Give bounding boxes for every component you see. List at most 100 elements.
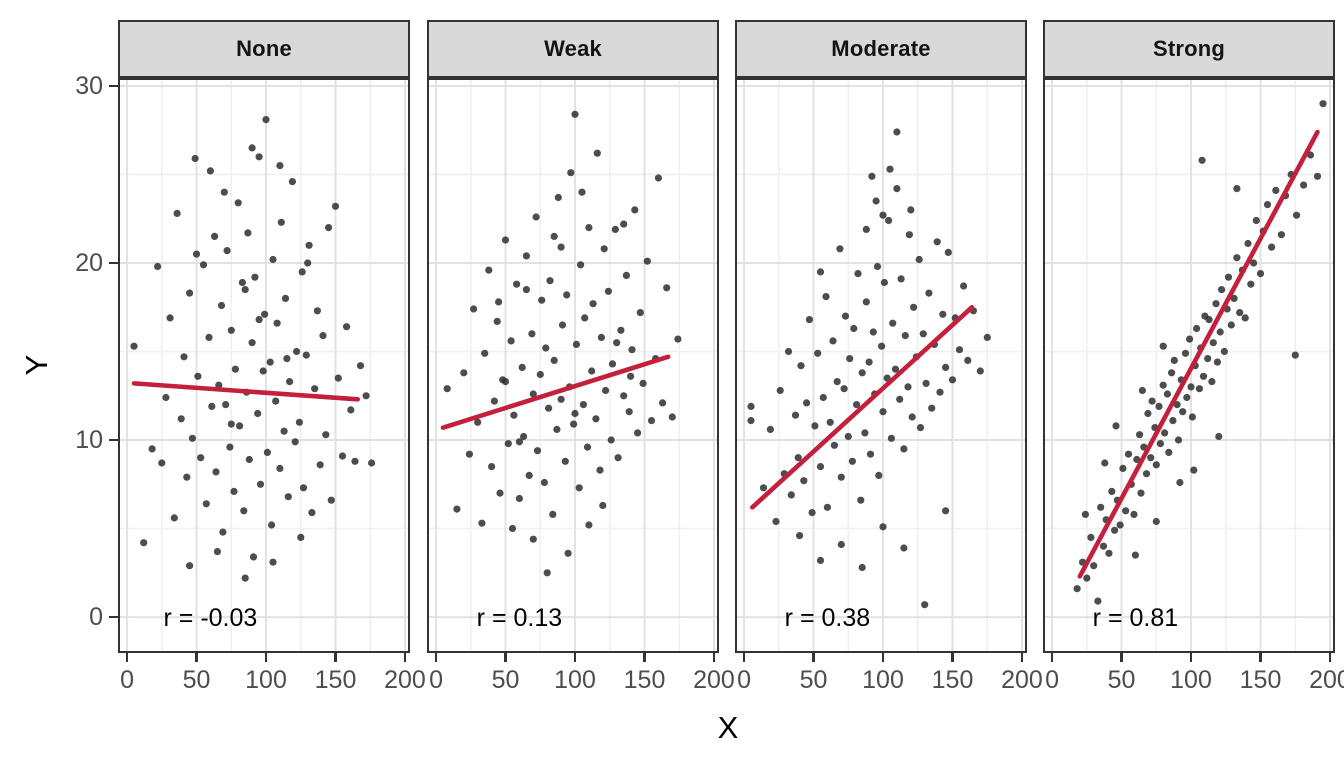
data-point <box>643 257 651 265</box>
data-point <box>1170 356 1178 364</box>
data-point <box>1083 574 1091 582</box>
data-point <box>1152 461 1160 469</box>
data-point <box>319 332 327 340</box>
data-point <box>607 436 615 444</box>
data-point <box>308 509 316 517</box>
data-point <box>276 162 284 170</box>
data-point <box>1291 351 1299 359</box>
data-point <box>1218 286 1226 294</box>
data-point <box>597 333 605 341</box>
data-point <box>238 278 246 287</box>
data-point <box>613 339 621 347</box>
data-point <box>1097 503 1105 511</box>
correlation-label: r = 0.38 <box>785 604 870 632</box>
x-tick-mark <box>1020 653 1024 662</box>
data-point <box>255 153 263 161</box>
data-point <box>816 463 825 471</box>
data-point <box>510 411 518 419</box>
data-point <box>485 266 493 274</box>
data-point <box>286 378 294 386</box>
data-point <box>901 332 909 340</box>
data-point <box>1090 562 1098 570</box>
y-tick-label: 20 <box>75 248 103 277</box>
data-point <box>910 303 918 311</box>
x-tick-label: 50 <box>182 666 211 694</box>
data-point <box>1205 316 1213 324</box>
correlation-label: r = 0.13 <box>477 604 562 632</box>
data-point <box>880 278 888 287</box>
data-point <box>515 494 523 503</box>
data-point <box>896 395 904 403</box>
data-point <box>481 349 489 357</box>
data-point <box>1193 324 1201 333</box>
data-point <box>549 510 557 518</box>
data-point <box>1252 216 1260 225</box>
data-point <box>837 473 845 481</box>
data-point <box>1147 454 1155 462</box>
data-point <box>202 500 210 508</box>
y-tick-mark <box>109 261 118 265</box>
data-point <box>1179 408 1187 416</box>
data-point <box>513 280 521 288</box>
correlation-label: r = 0.81 <box>1093 604 1178 632</box>
data-point <box>1099 542 1108 550</box>
trend-line <box>750 304 975 510</box>
data-point <box>1190 466 1198 474</box>
data-point <box>351 457 359 465</box>
data-point <box>1188 413 1196 421</box>
data-point <box>596 466 604 474</box>
x-tick-label: 100 <box>862 666 904 694</box>
x-tick-label: 100 <box>554 666 596 694</box>
x-tick-label: 0 <box>1045 666 1059 694</box>
data-point <box>1263 201 1272 209</box>
data-point <box>772 517 780 526</box>
data-point <box>316 461 324 469</box>
facet-strip-strong: Strong <box>1043 20 1335 78</box>
data-point <box>1174 436 1183 444</box>
data-point <box>944 248 952 256</box>
facet-strip-moderate: Moderate <box>735 20 1027 78</box>
data-point <box>1119 464 1127 472</box>
data-point <box>1199 372 1208 380</box>
data-point <box>674 335 682 343</box>
data-point <box>343 323 351 331</box>
data-point <box>627 372 635 380</box>
data-point <box>581 314 589 322</box>
data-point <box>585 521 593 529</box>
data-point <box>1227 321 1235 329</box>
data-point <box>1144 409 1152 418</box>
data-point <box>1116 521 1124 529</box>
data-point <box>299 484 308 492</box>
data-point <box>1212 300 1220 308</box>
data-point <box>1159 381 1167 389</box>
data-point <box>1220 347 1228 356</box>
data-point <box>488 463 496 471</box>
y-tick-mark <box>109 438 118 442</box>
data-point <box>875 471 883 479</box>
data-point <box>886 165 894 173</box>
data-point <box>356 362 365 370</box>
data-point <box>921 601 929 609</box>
data-point <box>211 232 219 240</box>
data-point <box>589 300 597 308</box>
data-point <box>368 459 376 467</box>
data-point <box>199 261 208 269</box>
data-point <box>976 367 984 375</box>
data-point <box>1293 211 1301 219</box>
data-point <box>130 342 138 350</box>
data-point <box>545 404 553 412</box>
data-point <box>522 286 530 294</box>
data-point <box>540 478 548 487</box>
x-tick-mark <box>1328 653 1332 662</box>
data-point <box>663 284 671 292</box>
data-point <box>850 324 858 333</box>
data-point <box>220 188 228 196</box>
data-point <box>942 363 950 371</box>
data-point <box>244 229 252 237</box>
data-point <box>1256 270 1265 278</box>
data-point <box>262 116 270 124</box>
data-point <box>154 262 162 271</box>
data-point <box>284 493 292 501</box>
facet-panel-moderate: r = 0.38 <box>735 78 1027 653</box>
data-point <box>602 386 610 395</box>
